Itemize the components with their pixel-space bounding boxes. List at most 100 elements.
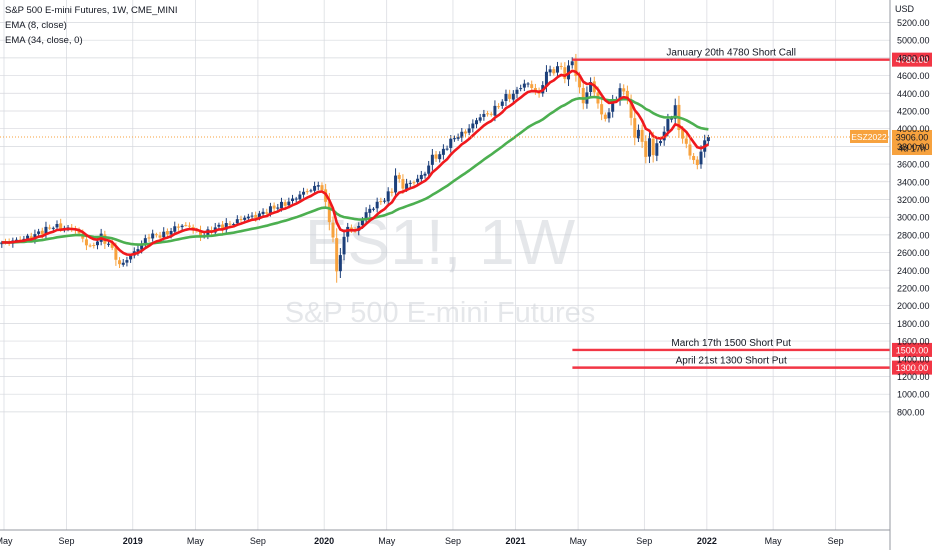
watermark: ES1!, 1W S&P 500 E-mini Futures [285,206,596,329]
candle-body [695,159,699,165]
candle-body [143,238,147,244]
candle-body [647,138,651,157]
candle-body [489,113,493,115]
candle-body [331,222,335,238]
annotation-price-label: 1300.00 [896,363,929,373]
candle-body [651,138,655,156]
candle-body [636,129,640,139]
x-tick-label: May [765,536,783,546]
legend-symbol[interactable]: S&P 500 E-mini Futures, 1W, CME_MINI [5,5,178,16]
x-tick-label: May [570,536,588,546]
candle-body [500,101,504,106]
candle-body [180,225,184,228]
y-tick-label: 3000.00 [897,213,930,223]
x-tick-label: May [187,536,205,546]
candle-body [633,118,637,138]
candle-body [88,245,92,247]
x-tick-label: May [378,536,396,546]
candle-body [578,75,582,88]
candle-body [316,185,320,187]
candle-body [559,65,563,67]
x-tick-label: 2021 [506,536,526,546]
candle-body [471,123,475,129]
candle-body [441,148,445,155]
candle-body [434,154,438,159]
candle-body [228,223,232,225]
candle-body [456,137,460,139]
candle-body [265,212,269,214]
candle-body [522,83,526,88]
candle-body [59,223,63,229]
legend-ema-slow[interactable]: EMA (34, close, 0) [5,35,83,46]
candle-body [478,117,482,121]
candle-body [401,179,405,189]
candle-body [338,255,342,272]
y-tick-label: 800.00 [897,407,925,417]
candle-body [574,60,578,76]
candle-body [644,141,648,157]
x-tick-label: Sep [828,536,844,546]
candle-body [92,244,96,246]
candle-body [84,239,88,246]
candle-body [37,231,41,234]
y-tick-label: 3800.00 [897,142,930,152]
annotations: January 20th 4780 Short Call 4780.00 March… [0,48,932,375]
legend-ema-fast[interactable]: EMA (8, close) [5,20,67,31]
candle-body [394,175,398,193]
candle-body [530,84,534,88]
candle-body [364,212,368,220]
legend: S&P 500 E-mini Futures, 1W, CME_MINI EMA… [5,3,177,48]
y-tick-label: 1800.00 [897,319,930,329]
candle-body [291,198,295,202]
candle-body [221,224,225,230]
y-tick-label: 1000.00 [897,390,930,400]
currency-label: USD [895,4,915,14]
candle-body [640,129,644,142]
annotation-price-label: 1500.00 [896,345,929,355]
y-tick-label: 4000.00 [897,124,930,134]
candle-body [29,236,33,239]
candle-body [302,191,306,195]
y-tick-label: 4800.00 [897,53,930,63]
y-tick-label: 3600.00 [897,160,930,170]
candle-body [232,224,236,226]
y-tick-label: 4200.00 [897,106,930,116]
y-tick-label: 2200.00 [897,283,930,293]
y-tick-label: 1200.00 [897,372,930,382]
candle-body [397,174,401,179]
ema-slow-line [1,95,709,246]
candle-body [699,151,703,165]
annotation-label: April 21st 1300 Short Put [676,356,787,367]
annotation-price-tag [892,342,932,357]
candle-body [526,83,530,85]
candle-body [165,231,169,235]
candle-body [681,129,685,139]
candle-body [154,234,158,236]
candle-body [383,200,387,202]
x-tick-label: May [0,536,13,546]
candle-body [655,143,659,156]
candle-body [416,178,420,183]
candle-body [666,119,670,132]
candle-body [176,226,180,228]
candle-body [276,207,280,209]
candle-body [600,104,604,115]
candle-body [497,106,501,108]
annotation-price-label: 4780.00 [896,55,929,65]
x-tick-label: 2022 [697,536,717,546]
candle-body [519,88,523,90]
y-tick-label: 3400.00 [897,177,930,187]
candle-body [22,238,26,240]
candle-body [313,185,317,191]
candle-body [110,243,114,248]
y-tick-label: 5200.00 [897,18,930,28]
candle-body [44,226,48,235]
candle-body [107,243,111,245]
candle-body [346,226,350,237]
candle-body [162,231,166,238]
candle-body [552,69,556,74]
y-tick-label: 2400.00 [897,266,930,276]
